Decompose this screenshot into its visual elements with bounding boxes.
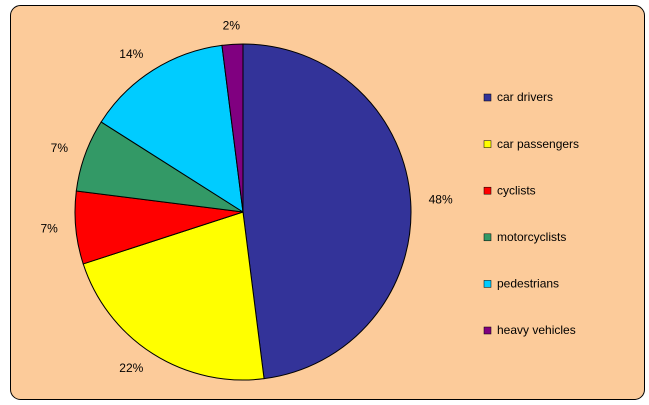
- legend-label: pedestrians: [497, 277, 559, 291]
- data-label: 2%: [223, 19, 241, 33]
- legend-label: cyclists: [497, 183, 536, 197]
- data-label: 48%: [429, 192, 453, 206]
- legend-label: car drivers: [497, 90, 553, 104]
- legend-label: motorcyclists: [497, 230, 566, 244]
- pie-slice: [100, 44, 244, 213]
- legend-swatch: [483, 140, 492, 148]
- pie-slice: [82, 211, 265, 381]
- legend-label: car passengers: [497, 137, 579, 151]
- pie-slice: [221, 43, 244, 213]
- data-label: 7%: [51, 141, 69, 155]
- legend-swatch: [483, 93, 492, 102]
- legend-swatch: [483, 186, 492, 195]
- data-label: 7%: [40, 222, 58, 236]
- legend-label: heavy vehicles: [497, 323, 576, 337]
- data-label: 14%: [119, 47, 143, 61]
- pie-slice: [242, 43, 412, 380]
- legend-swatch: [483, 326, 492, 335]
- legend-swatch: [483, 280, 492, 288]
- data-label: 22%: [119, 361, 143, 375]
- legend-swatch: [483, 233, 492, 242]
